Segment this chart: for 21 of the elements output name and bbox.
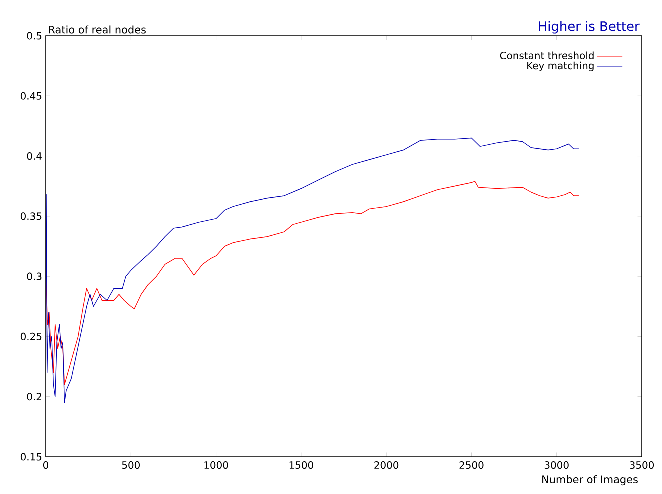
y-tick-label: 0.45: [20, 92, 42, 100]
legend-label: Key matching: [528, 62, 594, 72]
legend-label: Constant threshold: [500, 52, 594, 60]
x-tick-label: 3500: [630, 462, 654, 470]
y-tick-label: 0.5: [27, 32, 42, 40]
y-tick-label: 0.2: [27, 393, 42, 401]
y-axis-title: Ratio of real nodes: [49, 26, 146, 34]
y-tick-label: 0.4: [27, 152, 42, 160]
x-tick-label: 500: [122, 462, 140, 470]
x-tick-label: 1000: [204, 462, 228, 470]
x-axis-title: Number of Images: [542, 475, 638, 486]
y-tick-label: 0.25: [20, 332, 42, 340]
x-tick-label: 1500: [290, 462, 314, 470]
x-tick-label: 3000: [544, 462, 569, 470]
text: Higher is Better: [539, 21, 640, 34]
x-tick-label: 2000: [374, 462, 399, 470]
y-tick-label: 0.15: [20, 453, 42, 461]
y-tick-label: 0.3: [27, 272, 42, 280]
x-tick-label: 0: [43, 462, 49, 470]
x-tick-label: 2500: [460, 462, 484, 470]
y-tick-label: 0.35: [20, 212, 42, 220]
